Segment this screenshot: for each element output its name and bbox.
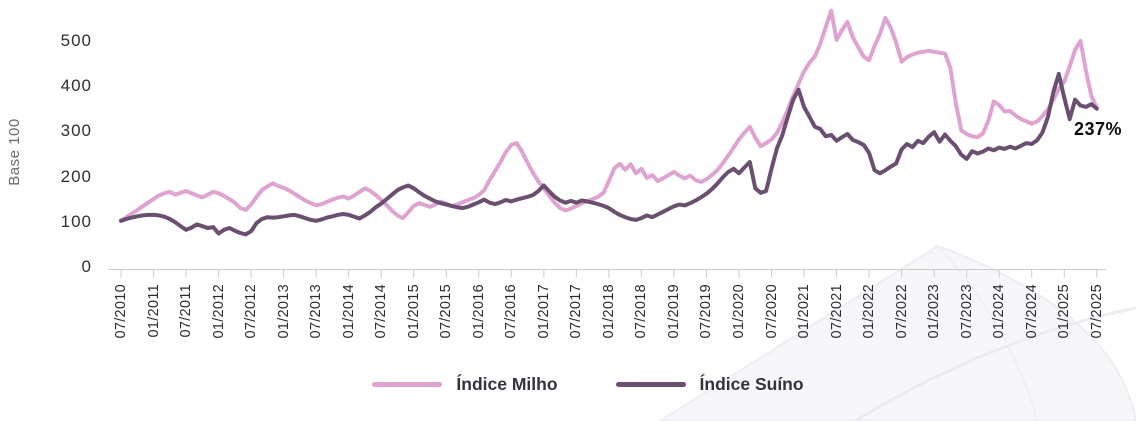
legend-item-suino: Índice Suíno (615, 373, 804, 395)
x-tick-label: 01/2016 (470, 284, 487, 339)
x-tick-label: 01/2024 (991, 284, 1008, 339)
x-tick-label: 01/2018 (600, 284, 617, 339)
x-tick-label: 07/2014 (373, 284, 390, 339)
x-tick-label: 07/2021 (828, 284, 845, 339)
y-tick-label: 200 (60, 166, 92, 186)
x-tick-label: 07/2018 (633, 284, 650, 339)
x-axis (108, 269, 1106, 278)
x-tick-label: 01/2017 (535, 284, 552, 339)
x-tick-label: 07/2010 (113, 284, 129, 339)
y-tick-label: 400 (60, 76, 92, 96)
x-tick-label: 01/2011 (145, 284, 162, 338)
legend: Índice Milho Índice Suíno (0, 372, 1136, 396)
series-lines (119, 8, 1099, 237)
legend-item-milho: Índice Milho (372, 373, 558, 395)
x-tick-label: 07/2022 (893, 284, 910, 339)
legend-label-suino: Índice Suíno (699, 373, 804, 394)
y-axis-title: Base 100 (6, 118, 23, 186)
x-tick-label: 01/2022 (861, 284, 878, 339)
leaf-watermark (658, 244, 1136, 421)
x-tick-label: 01/2025 (1056, 284, 1073, 339)
y-tick-label: 0 (81, 257, 92, 276)
x-tick-label: 01/2012 (210, 284, 227, 339)
x-tick-label: 07/2012 (243, 284, 260, 339)
x-tick-label: 01/2015 (405, 284, 422, 339)
x-tick-label: 01/2023 (926, 284, 943, 339)
x-tick-label: 07/2025 (1088, 284, 1105, 339)
milho-line-swatch (372, 381, 443, 387)
x-tick-label: 07/2011 (178, 284, 195, 338)
y-tick-label: 300 (60, 121, 92, 141)
x-tick-label: 07/2013 (308, 284, 325, 339)
x-tick-label: 01/2020 (730, 284, 747, 339)
x-tick-label: 01/2013 (275, 284, 292, 339)
legend-label-milho: Índice Milho (456, 373, 558, 394)
x-tick-label: 07/2019 (698, 284, 715, 339)
y-tick-label: 100 (60, 211, 92, 231)
x-tick-label: 07/2020 (763, 284, 780, 339)
x-tick-label: 07/2015 (438, 284, 455, 339)
suino-line-swatch (615, 381, 686, 387)
milho-line (119, 8, 1099, 223)
x-tick-label: 01/2019 (665, 284, 682, 339)
x-tick-label: 07/2017 (568, 284, 585, 339)
series-end-value-label: 237% (1074, 119, 1123, 139)
x-tick-label: 01/2021 (796, 284, 813, 339)
x-tick-label: 01/2014 (340, 284, 357, 339)
suino-line (119, 71, 1099, 237)
x-tick-label: 07/2016 (503, 284, 520, 339)
x-tick-label: 07/2024 (1023, 284, 1040, 339)
y-tick-label: 500 (60, 31, 92, 50)
x-tick-label: 07/2023 (958, 284, 975, 339)
